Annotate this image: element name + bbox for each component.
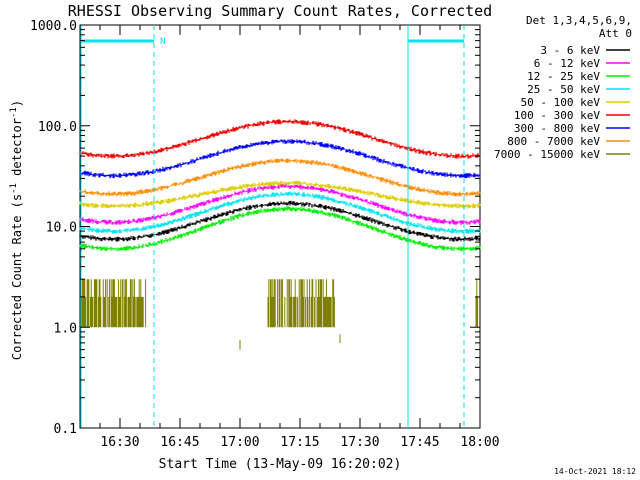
x-tick-label-5: 17:45	[400, 435, 439, 450]
series-4-line	[79, 191, 481, 234]
series-5-line	[79, 180, 481, 209]
series-layer	[79, 119, 481, 350]
series-2-line	[79, 184, 481, 225]
timestamp: 14-Oct-2021 18:12	[554, 467, 636, 476]
x-tick-label-4: 17:30	[340, 435, 379, 450]
legend-label-4: 25 - 50 keV	[527, 83, 600, 96]
y-tick-label-1: 100.0	[38, 120, 77, 135]
series-6-line	[79, 119, 481, 159]
x-axis-label: Start Time (13-May-09 16:20:02)	[159, 457, 402, 472]
series-8-line	[79, 158, 481, 197]
legend-header-detectors: Det 1,3,4,5,6,9,	[526, 14, 632, 27]
legend-header-attenuator: Att 0	[599, 27, 632, 40]
night-flag-label: N	[160, 37, 165, 47]
legend-label-7: 300 - 800 keV	[514, 122, 600, 135]
chart-title: RHESSI Observing Summary Count Rates, Co…	[68, 2, 492, 20]
x-tick-label-2: 17:00	[220, 435, 259, 450]
series-7-line	[79, 139, 481, 179]
y-tick-label-3: 1.0	[54, 321, 77, 336]
x-tick-label-0: 16:30	[100, 435, 139, 450]
legend-label-2: 6 - 12 keV	[534, 57, 601, 70]
x-tick-label-1: 16:45	[160, 435, 199, 450]
plot-area	[79, 24, 481, 429]
x-tick-label-3: 17:15	[280, 435, 319, 450]
legend-label-9: 7000 - 15000 keV	[494, 148, 600, 161]
y-tick-label-2: 10.0	[46, 221, 77, 236]
x-tick-label-6: 18:00	[460, 435, 499, 450]
legend-label-1: 3 - 6 keV	[540, 44, 600, 57]
legend-label-6: 100 - 300 keV	[514, 109, 600, 122]
y-tick-label-4: 0.1	[54, 422, 77, 437]
legend-label-8: 800 - 7000 keV	[507, 135, 600, 148]
legend-label-3: 12 - 25 keV	[527, 70, 600, 83]
y-tick-label-0: 1000.0	[30, 19, 77, 34]
y-axis-label: Corrected Count Rate (s-1 detector-1)	[9, 100, 24, 360]
legend-label-5: 50 - 100 keV	[521, 96, 601, 109]
axis-layer: 1000.0 100.0 10.0 1.0 0.1 16:30 16:45 17:00 17:1…	[30, 19, 500, 450]
series-3-line	[79, 206, 481, 252]
